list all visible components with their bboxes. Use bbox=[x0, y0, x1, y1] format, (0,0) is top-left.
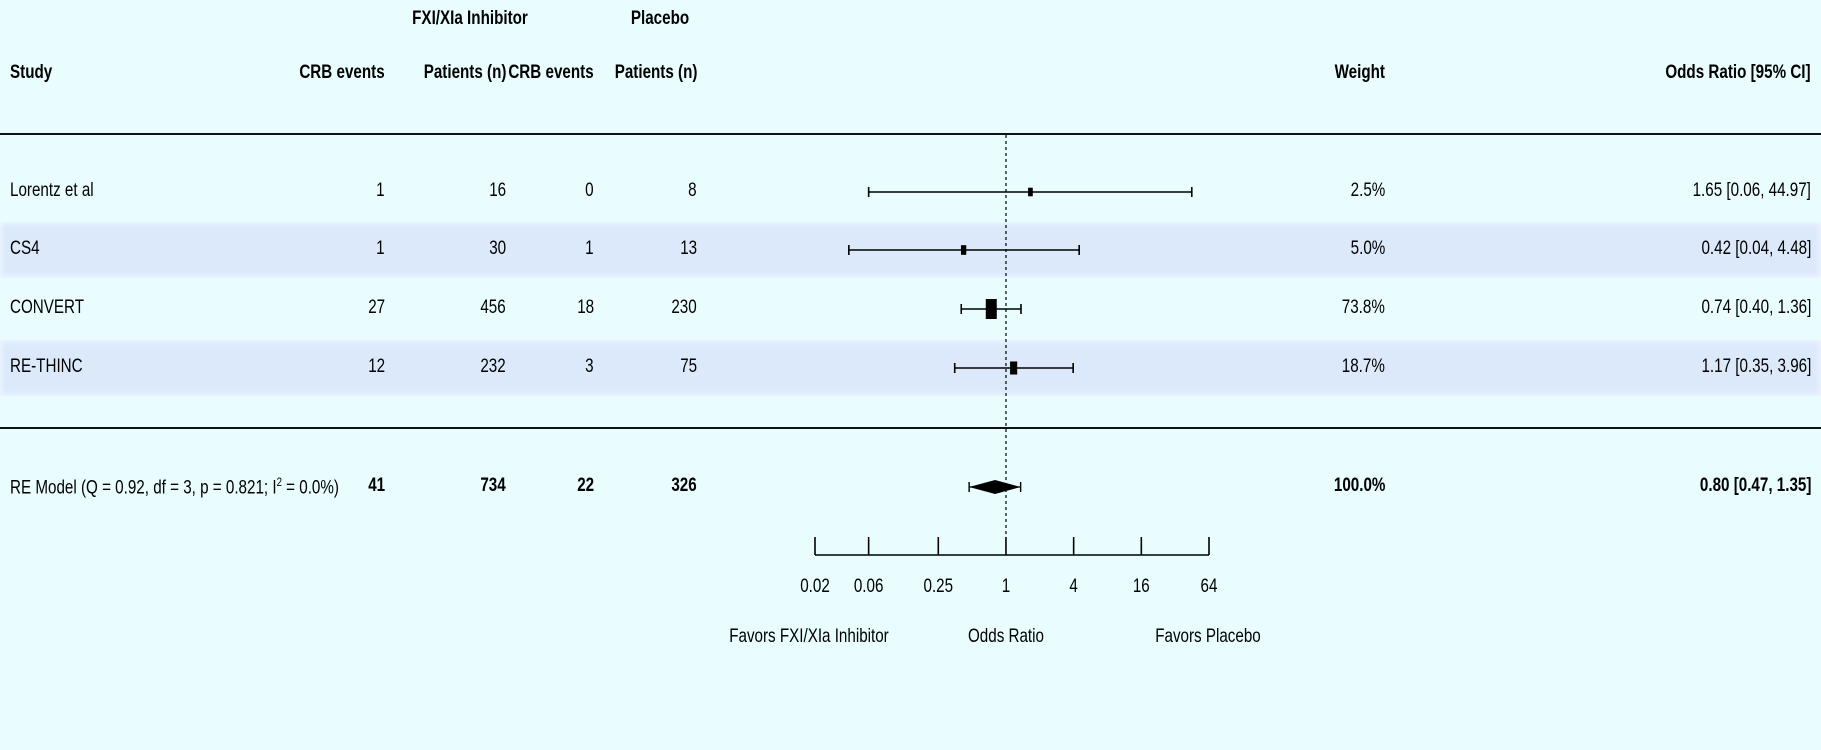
column-header-int-events: CRB events bbox=[299, 62, 385, 83]
int-patients: 16 bbox=[489, 180, 506, 201]
study-name: RE-THINC bbox=[10, 356, 83, 377]
int-events: 12 bbox=[368, 356, 385, 377]
column-header-pla-events: CRB events bbox=[508, 62, 594, 83]
column-header-odds-ratio: Odds Ratio [95% CI] bbox=[1665, 62, 1811, 83]
weight-value: 18.7% bbox=[1341, 356, 1385, 377]
x-tick-label: 0.02 bbox=[800, 574, 830, 596]
pla-patients-total: 326 bbox=[671, 475, 697, 496]
x-tick-label: 16 bbox=[1133, 574, 1150, 596]
int-events: 1 bbox=[376, 180, 385, 201]
column-header-weight: Weight bbox=[1334, 62, 1385, 83]
pla-patients: 13 bbox=[680, 238, 697, 259]
pla-events: 1 bbox=[585, 238, 594, 259]
point-estimate bbox=[1028, 187, 1033, 197]
pla-events-total: 22 bbox=[577, 475, 594, 496]
favors-placebo-label: Favors Placebo bbox=[1155, 624, 1261, 646]
int-patients: 232 bbox=[480, 356, 506, 377]
int-events: 1 bbox=[376, 238, 385, 259]
row-band-rethinc bbox=[0, 340, 1821, 396]
pla-patients: 75 bbox=[680, 356, 697, 377]
x-tick-label: 64 bbox=[1201, 574, 1218, 596]
int-events: 27 bbox=[368, 297, 385, 318]
int-events-total: 41 bbox=[368, 475, 385, 496]
favors-intervention-label: Favors FXI/XIa Inhibitor bbox=[729, 624, 889, 646]
odds-ratio-value: 1.17 [0.35, 3.96] bbox=[1701, 356, 1811, 377]
point-estimate bbox=[960, 245, 967, 255]
int-patients: 456 bbox=[480, 297, 506, 318]
study-name: CS4 bbox=[10, 238, 40, 259]
weight-value: 2.5% bbox=[1350, 180, 1385, 201]
odds-ratio-value: 0.42 [0.04, 4.48] bbox=[1701, 238, 1811, 259]
study-name: CONVERT bbox=[10, 297, 85, 318]
i-squared-superscript: 2 bbox=[276, 475, 282, 489]
int-patients: 30 bbox=[489, 238, 506, 259]
int-patients-total: 734 bbox=[480, 475, 506, 496]
study-name: Lorentz et al bbox=[10, 180, 94, 201]
column-header-int-patients: Patients (n) bbox=[423, 62, 506, 83]
weight-value: 73.8% bbox=[1341, 297, 1385, 318]
column-header-pla-patients: Patients (n) bbox=[614, 62, 697, 83]
group-header-placebo: Placebo bbox=[630, 8, 690, 29]
column-header-study: Study bbox=[10, 62, 53, 83]
weight-value: 5.0% bbox=[1350, 238, 1385, 259]
x-tick-label: 4 bbox=[1069, 574, 1078, 596]
pooled-diamond bbox=[969, 480, 1021, 494]
group-header-intervention: FXI/XIa Inhibitor bbox=[412, 8, 528, 29]
point-estimate bbox=[1010, 361, 1018, 375]
pooled-odds-ratio: 0.80 [0.47, 1.35] bbox=[1699, 475, 1811, 496]
summary-rule bbox=[0, 427, 1821, 429]
header-rule bbox=[0, 133, 1821, 135]
weight-total: 100.0% bbox=[1333, 475, 1385, 496]
x-tick-label: 0.06 bbox=[854, 574, 884, 596]
summary-label: RE Model (Q = 0.92, df = 3, p = 0.821; I… bbox=[10, 475, 339, 499]
x-axis-title: Odds Ratio bbox=[968, 624, 1044, 646]
odds-ratio-value: 0.74 [0.40, 1.36] bbox=[1701, 297, 1811, 318]
pla-events: 18 bbox=[577, 297, 594, 318]
point-estimate bbox=[985, 299, 997, 319]
pla-patients: 230 bbox=[671, 297, 697, 318]
odds-ratio-value: 1.65 [0.06, 44.97] bbox=[1692, 180, 1811, 201]
pla-events: 0 bbox=[585, 180, 594, 201]
x-tick-label: 0.25 bbox=[924, 574, 954, 596]
pla-events: 3 bbox=[585, 356, 594, 377]
x-tick-label: 1 bbox=[1002, 574, 1010, 596]
pla-patients: 8 bbox=[688, 180, 697, 201]
